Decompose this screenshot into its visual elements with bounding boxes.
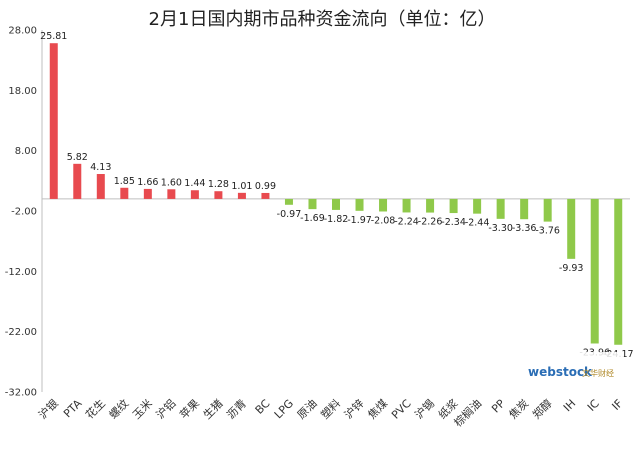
data-label: -0.97: [277, 209, 302, 220]
data-label: -2.44: [465, 218, 490, 229]
data-label: -2.34: [441, 217, 466, 228]
bars-group: [49, 43, 623, 345]
data-label: -2.26: [418, 217, 443, 228]
bar-IC: [590, 198, 599, 344]
y-tick-label: 8.00: [15, 146, 37, 157]
x-tick-label: PP: [489, 397, 508, 416]
bar-棕榈油: [473, 198, 482, 214]
data-label: 1.44: [184, 178, 205, 189]
bar-BC: [261, 192, 270, 199]
bar-生猪: [214, 191, 223, 199]
x-tick-label: IF: [609, 397, 625, 413]
data-label: 25.81: [40, 31, 67, 42]
bar-PP: [496, 198, 505, 219]
y-tick-label: -12.00: [5, 267, 37, 278]
y-tick-label: -32.00: [5, 388, 37, 399]
x-tick-label: IH: [561, 397, 578, 414]
x-tick-label: PVC: [389, 397, 414, 422]
x-tick-label: 沪铝: [153, 396, 178, 421]
data-label: 1.85: [114, 176, 135, 187]
bar-沪银: [49, 43, 58, 199]
data-label: 1.60: [161, 177, 182, 188]
data-label: -3.30: [488, 223, 513, 234]
x-tick-label: 原油: [294, 396, 319, 421]
x-tick-label: 玉米: [130, 397, 155, 422]
x-tick-label: 沪银: [35, 396, 60, 421]
x-tick-label: 沪锡: [412, 396, 437, 421]
data-label: -9.93: [559, 263, 584, 274]
data-label: 4.13: [90, 162, 111, 173]
bar-苹果: [190, 190, 199, 199]
bar-沪锡: [426, 198, 435, 213]
data-labels-group: 25.81 5.824.131.85 1.66 1.60 1.44 1.28 1.01 0.9…: [40, 31, 633, 360]
x-tick-label: 沥青: [224, 397, 249, 422]
x-tick-label: PTA: [61, 397, 85, 421]
y-tick-label: 18.00: [8, 86, 37, 97]
x-tick-label: 苹果: [177, 396, 202, 421]
chart-title: 2月1日国内期市品种资金流向（单位：亿）: [149, 9, 496, 30]
data-label: -2.24: [394, 216, 419, 227]
bar-沪铝: [167, 189, 176, 199]
bar-焦煤: [379, 198, 388, 212]
x-tick-label: 螺纹: [106, 396, 131, 421]
data-label: 1.01: [231, 181, 252, 192]
bar-IF: [614, 198, 623, 345]
x-tick-label: BC: [253, 397, 273, 417]
bar-塑料: [332, 198, 340, 210]
watermark-logo: webstock 文华财经: [524, 352, 624, 386]
y-tick-label: 28.00: [8, 26, 37, 37]
x-tick-label: LPG: [272, 397, 296, 421]
bar-沪锌: [355, 198, 364, 211]
data-label: 0.99: [255, 181, 276, 192]
data-label: 5.82: [67, 152, 88, 163]
bar-IH: [567, 198, 576, 259]
data-label: 1.28: [208, 179, 229, 190]
y-axis-ticks: 28.00 18.00 8.00 -2.00 -12.00 -22.00 -32.00: [5, 26, 37, 399]
bar-原油: [308, 198, 317, 210]
bar-LPG: [284, 198, 293, 205]
y-tick-label: -2.00: [11, 207, 37, 218]
x-tick-label: 棕榈油: [451, 396, 484, 429]
watermark-brand: webstock: [528, 365, 593, 379]
data-label: 1.66: [137, 177, 158, 188]
data-label: -3.36: [512, 223, 537, 234]
bar-纸浆: [449, 198, 458, 214]
x-tick-label: 塑料: [318, 396, 343, 421]
x-tick-label: 生猪: [200, 396, 225, 421]
data-label: -1.69: [300, 213, 325, 224]
bar-郑醇: [543, 198, 552, 222]
x-tick-label: IC: [585, 397, 602, 414]
bar-螺纹: [120, 187, 129, 199]
x-tick-label: 焦炭: [507, 397, 532, 422]
bar-玉米: [143, 188, 152, 199]
bar-PVC: [402, 198, 411, 213]
data-label: -1.82: [324, 214, 349, 225]
x-tick-label: 沪锌: [341, 396, 366, 421]
bar-花生: [96, 174, 105, 199]
x-tick-label: 焦煤: [365, 397, 390, 422]
data-label: -1.97: [347, 215, 372, 226]
y-tick-label: -22.00: [5, 327, 37, 338]
bar-PTA: [73, 163, 82, 199]
watermark-sub: 文华财经: [582, 368, 614, 378]
bar-沥青: [237, 192, 246, 199]
data-label: -2.08: [371, 215, 396, 226]
x-tick-label: 郑醇: [529, 396, 554, 421]
data-label: -3.76: [535, 226, 560, 237]
bar-焦炭: [520, 198, 529, 220]
x-tick-label: 花生: [82, 396, 107, 421]
